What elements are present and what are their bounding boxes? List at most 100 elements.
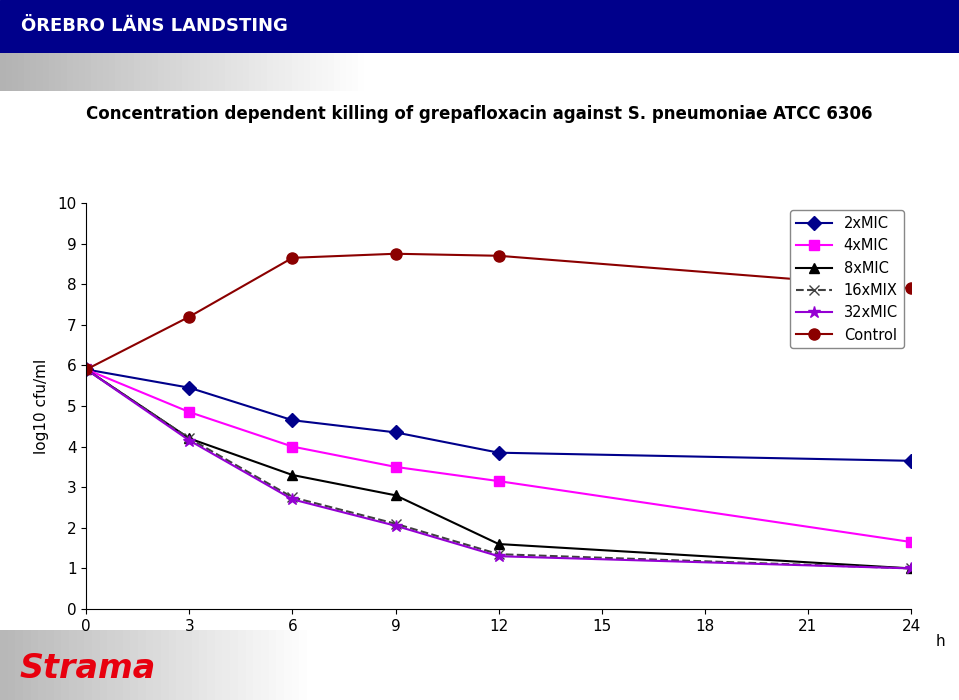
Bar [67,52,73,91]
Bar [249,52,255,91]
2xMIC [905,456,917,465]
Bar [61,630,69,700]
Control [389,250,401,258]
Bar [0,52,6,91]
Bar [55,52,60,91]
Bar [237,52,243,91]
32xMIC [389,522,401,530]
16xMIX [493,550,504,559]
Bar [170,52,176,91]
Bar [359,52,364,91]
Y-axis label: log10 cfu/ml: log10 cfu/ml [34,358,49,454]
Bar [253,630,261,700]
Control [287,253,298,262]
Bar [138,630,146,700]
Bar [269,630,276,700]
Bar [176,630,184,700]
Bar [123,630,130,700]
Legend: 2xMIC, 4xMIC, 8xMIC, 16xMIX, 32xMIC, Control: 2xMIC, 4xMIC, 8xMIC, 16xMIX, 32xMIC, Con… [790,210,903,349]
Bar [176,52,182,91]
Bar [115,52,122,91]
Bar [219,52,224,91]
8xMIC [389,491,401,500]
Bar [15,630,23,700]
Line: 32xMIC: 32xMIC [80,363,918,575]
Bar [60,52,67,91]
Bar [224,52,231,91]
2xMIC [81,365,92,374]
Bar [104,52,109,91]
4xMIC [493,477,504,485]
Bar [261,630,269,700]
Bar [140,52,146,91]
Bar [0,630,8,700]
Bar [31,630,38,700]
Bar [299,630,307,700]
Control [183,312,196,321]
Bar [192,630,199,700]
Bar [128,52,133,91]
Bar [352,52,359,91]
Bar [46,630,54,700]
Line: 4xMIC: 4xMIC [82,365,916,547]
8xMIC [183,434,196,442]
Bar [107,630,115,700]
4xMIC [183,408,196,416]
Bar [146,630,153,700]
32xMIC [183,436,196,445]
16xMIX [905,564,917,573]
16xMIX [287,493,298,501]
Bar [310,52,316,91]
Bar [346,52,352,91]
Bar [133,52,140,91]
Line: 16xMIX: 16xMIX [82,365,916,573]
8xMIC [493,540,504,548]
Bar [286,52,292,91]
Bar [164,52,170,91]
Bar [24,52,31,91]
Bar [152,52,158,91]
Line: 8xMIC: 8xMIC [82,365,916,573]
Bar [206,52,213,91]
Bar [213,52,219,91]
Bar [292,52,297,91]
Bar [207,630,215,700]
32xMIC [905,564,917,573]
Bar [153,630,161,700]
Bar [276,630,284,700]
16xMIX [81,365,92,374]
4xMIC [389,463,401,471]
Bar [42,52,49,91]
Bar [199,630,207,700]
Bar [97,52,104,91]
Bar [316,52,322,91]
Bar [115,630,123,700]
Bar [100,630,107,700]
Control [81,365,92,374]
Bar [12,52,18,91]
Bar [109,52,115,91]
Bar [334,52,340,91]
Bar [73,52,79,91]
2xMIC [183,384,196,392]
32xMIC [81,365,92,374]
Bar [238,630,246,700]
Bar [200,52,206,91]
Bar [261,52,268,91]
8xMIC [287,471,298,480]
Bar [195,52,200,91]
Bar [8,630,15,700]
Control [905,284,917,293]
32xMIC [493,552,504,561]
Bar [188,52,195,91]
Bar [91,52,97,91]
Line: 2xMIC: 2xMIC [82,365,916,466]
Bar [84,630,92,700]
Bar [130,630,138,700]
Bar [273,52,279,91]
Bar [23,630,31,700]
Bar [36,52,42,91]
Text: ÖREBRO LÄNS LANDSTING: ÖREBRO LÄNS LANDSTING [21,18,288,35]
4xMIC [905,538,917,546]
Bar [161,630,169,700]
